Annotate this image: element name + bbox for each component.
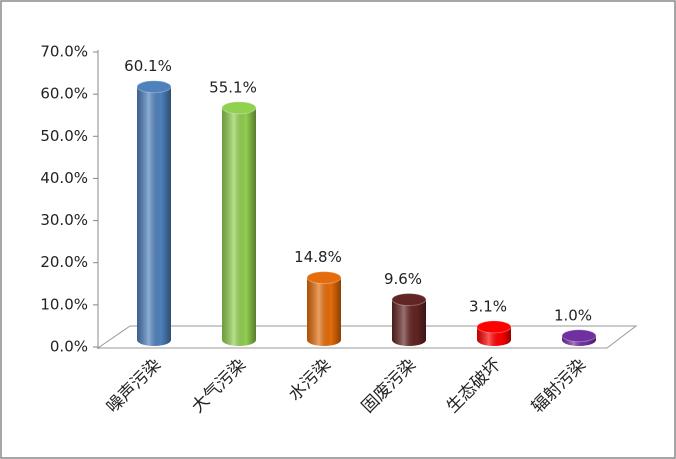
bar-top bbox=[136, 80, 172, 94]
bar bbox=[221, 101, 257, 347]
y-tick-label: 70.0% bbox=[40, 43, 88, 61]
bar bbox=[391, 293, 427, 346]
value-label: 55.1% bbox=[209, 78, 257, 96]
floor bbox=[96, 325, 638, 349]
y-tick-label: 10.0% bbox=[40, 295, 88, 313]
bar bbox=[306, 271, 342, 346]
bar-shade bbox=[222, 107, 256, 347]
bar bbox=[476, 320, 512, 346]
value-label: 1.0% bbox=[554, 306, 592, 324]
value-label: 3.1% bbox=[469, 297, 507, 315]
y-tick-label: 20.0% bbox=[40, 253, 88, 271]
y-tick-label: 30.0% bbox=[40, 211, 88, 229]
bar-top bbox=[561, 329, 597, 343]
bar-top bbox=[391, 293, 427, 307]
bar-top bbox=[306, 271, 342, 285]
value-label: 14.8% bbox=[294, 248, 342, 266]
bar-shade bbox=[137, 86, 171, 346]
bar bbox=[561, 329, 597, 346]
y-tick-label: 0.0% bbox=[50, 338, 88, 356]
y-tick-label: 50.0% bbox=[40, 127, 88, 145]
value-label: 60.1% bbox=[124, 57, 172, 75]
bar-shade bbox=[307, 277, 341, 346]
bar-shade bbox=[392, 299, 426, 346]
value-label: 9.6% bbox=[384, 270, 422, 288]
bar bbox=[136, 80, 172, 346]
bar-top bbox=[221, 101, 257, 115]
bar-top bbox=[476, 320, 512, 334]
y-tick-label: 40.0% bbox=[40, 169, 88, 187]
y-tick-label: 60.0% bbox=[40, 85, 88, 103]
